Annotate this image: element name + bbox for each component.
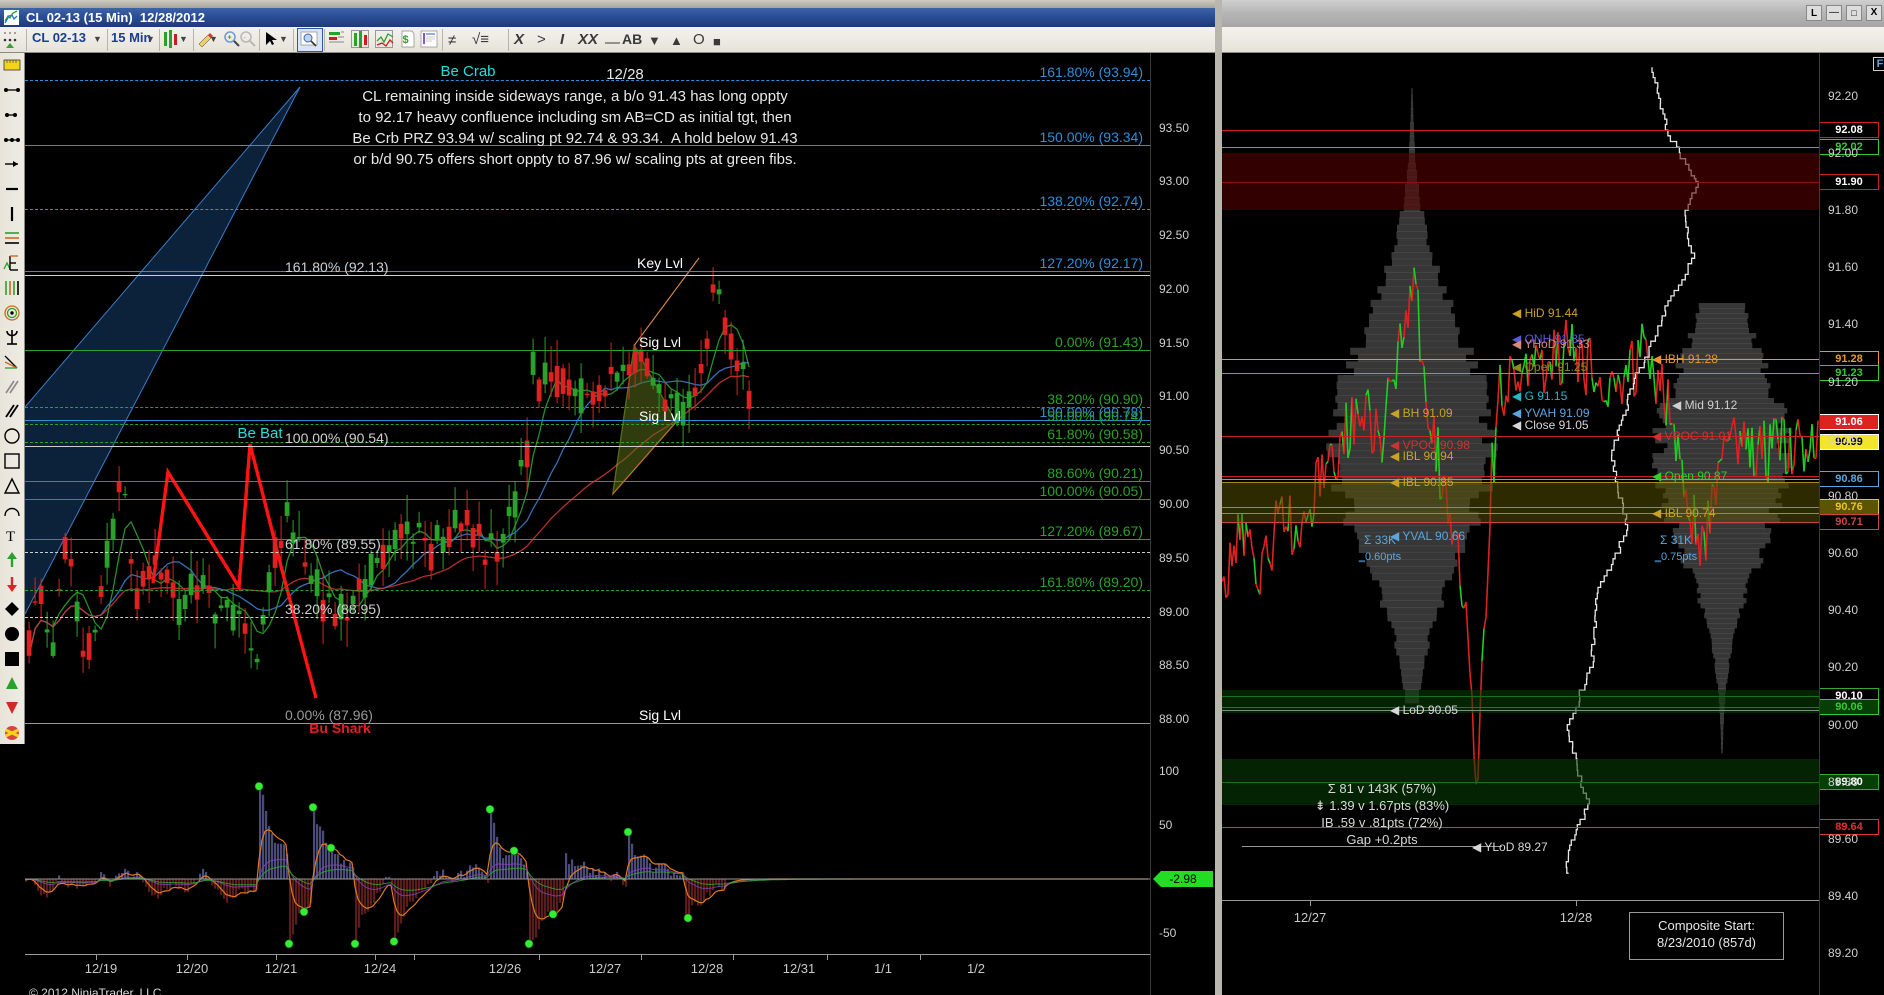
svg-text:-: - bbox=[244, 35, 247, 42]
svg-text:+: + bbox=[228, 35, 232, 42]
svg-text:$: $ bbox=[403, 34, 409, 46]
svg-text:T: T bbox=[6, 529, 15, 544]
